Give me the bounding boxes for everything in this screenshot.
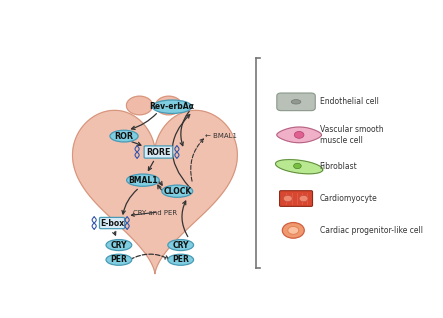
Ellipse shape [168,239,194,251]
Text: Cardiac progenitor-like cell: Cardiac progenitor-like cell [320,226,423,235]
Circle shape [294,163,301,169]
Ellipse shape [106,254,132,265]
Circle shape [299,195,308,202]
Text: ROR: ROR [115,132,133,141]
FancyBboxPatch shape [100,218,124,229]
Circle shape [126,96,152,115]
Text: PER: PER [110,255,127,264]
Ellipse shape [127,174,159,186]
Text: Vascular smooth
muscle cell: Vascular smooth muscle cell [320,125,383,145]
Text: Cardiomyocyte: Cardiomyocyte [320,194,377,203]
FancyBboxPatch shape [144,146,173,158]
Text: CRY: CRY [111,240,127,250]
Text: Rev-erbAα: Rev-erbAα [150,102,194,111]
FancyBboxPatch shape [280,191,312,206]
Polygon shape [276,160,323,174]
Circle shape [294,131,304,138]
Ellipse shape [162,185,193,197]
Circle shape [155,96,182,115]
Text: CRY and PER: CRY and PER [132,210,177,216]
Ellipse shape [168,254,194,265]
Text: CRY: CRY [172,240,189,250]
Polygon shape [73,110,237,274]
Text: CLOCK: CLOCK [163,187,191,196]
Circle shape [282,223,304,238]
Ellipse shape [152,100,192,114]
Ellipse shape [110,130,138,142]
Text: ← BMAL1: ← BMAL1 [205,133,237,139]
FancyBboxPatch shape [277,93,315,111]
Text: RORE: RORE [146,148,171,156]
Circle shape [284,195,292,202]
Circle shape [288,226,299,234]
Text: E-box: E-box [100,218,124,228]
Ellipse shape [106,239,132,251]
Text: BMAL1: BMAL1 [128,176,158,185]
Text: Endothelial cell: Endothelial cell [320,97,379,106]
Ellipse shape [291,100,301,104]
Polygon shape [277,127,322,143]
Text: PER: PER [172,255,189,264]
Text: Fibroblast: Fibroblast [320,162,358,171]
